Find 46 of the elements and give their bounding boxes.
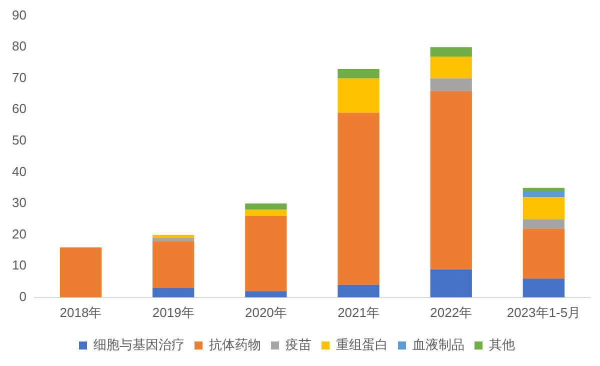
legend-label: 细胞与基因治疗 [94,337,184,352]
legend-label: 血液制品 [412,337,464,352]
bar [522,219,565,229]
x-tick-label: 2021年 [338,304,380,320]
bar [338,112,380,285]
y-tick-label: 60 [12,101,26,116]
legend-label: 其他 [489,337,515,352]
y-tick-label: 70 [12,70,26,85]
bar [522,228,565,279]
bar [152,288,194,298]
x-tick-label: 2019年 [152,304,194,320]
y-tick-label: 90 [12,7,26,22]
y-tick-label: 80 [12,38,26,54]
bar [338,284,380,298]
bar [430,78,472,91]
bar [245,210,287,216]
y-tick-label: 10 [12,258,26,273]
y-tick-label: 0 [19,288,26,304]
x-tick-label: 2018年 [60,304,102,320]
bar [522,191,565,198]
bar [152,238,194,242]
y-tick-label: 50 [12,132,26,148]
x-tick-label: 2022年 [430,304,472,320]
y-tick-label: 40 [12,164,26,179]
bar [338,68,380,78]
bar [522,197,565,220]
bar [430,47,472,56]
x-tick-label: 2023年1-5月 [506,304,581,320]
x-tick-label: 2020年 [244,304,287,320]
bar [522,278,565,298]
bar [430,269,472,298]
bar [522,188,565,192]
bar [60,247,102,298]
bar [338,78,380,113]
bar [152,241,194,288]
bar [152,234,194,238]
bar [245,216,287,292]
bar [430,90,472,270]
bar [245,291,287,298]
legend-label: 抗体药物 [209,337,261,352]
bar [430,56,472,78]
legend-label: 疫苗 [286,337,312,352]
legend-label: 重组蛋白 [336,337,388,352]
bar [245,204,287,210]
y-tick-label: 20 [12,226,26,242]
y-tick-label: 30 [12,195,26,210]
